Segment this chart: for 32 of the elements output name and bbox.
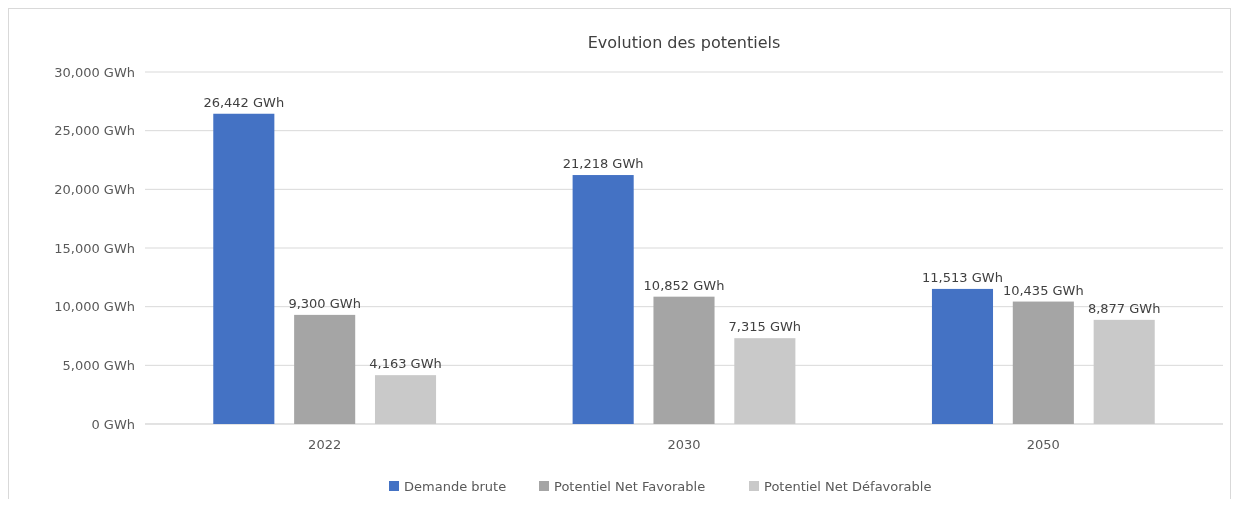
y-tick-label: 30,000 GWh xyxy=(54,64,135,80)
bar xyxy=(931,288,994,424)
data-label: 10,852 GWh xyxy=(643,277,725,293)
chart-title: Evolution des potentiels xyxy=(587,33,781,52)
data-label: 26,442 GWh xyxy=(203,94,285,110)
data-label: 7,315 GWh xyxy=(728,319,802,335)
y-tick-label: 5,000 GWh xyxy=(62,357,135,373)
y-tick-label: 20,000 GWh xyxy=(54,181,135,197)
data-label: 10,435 GWh xyxy=(1002,282,1084,298)
data-label: 21,218 GWh xyxy=(562,156,644,172)
bar xyxy=(213,113,275,424)
y-tick-label: 10,000 GWh xyxy=(54,299,135,315)
x-tick-label: 2030 xyxy=(667,437,701,452)
bar xyxy=(734,338,796,424)
bar xyxy=(572,175,634,424)
y-tick-label: 0 GWh xyxy=(91,416,135,432)
data-label: 11,513 GWh xyxy=(922,269,1003,285)
y-tick-label: 25,000 GWh xyxy=(54,123,135,139)
legend-label: Demande brute xyxy=(404,479,507,494)
data-label: 4,163 GWh xyxy=(369,356,442,372)
legend-label: Potentiel Net Défavorable xyxy=(764,479,932,494)
legend-label: Potentiel Net Favorable xyxy=(554,479,706,494)
x-tick-label: 2022 xyxy=(308,437,342,452)
bar xyxy=(374,375,437,424)
bar xyxy=(294,314,356,424)
bar xyxy=(1093,319,1155,424)
x-tick-label: 2050 xyxy=(1026,437,1060,452)
bar xyxy=(1012,301,1074,424)
y-tick-label: 15,000 GWh xyxy=(54,240,135,256)
data-label: 9,300 GWh xyxy=(288,295,361,311)
bar xyxy=(653,296,715,424)
data-label: 8,877 GWh xyxy=(1087,300,1161,316)
